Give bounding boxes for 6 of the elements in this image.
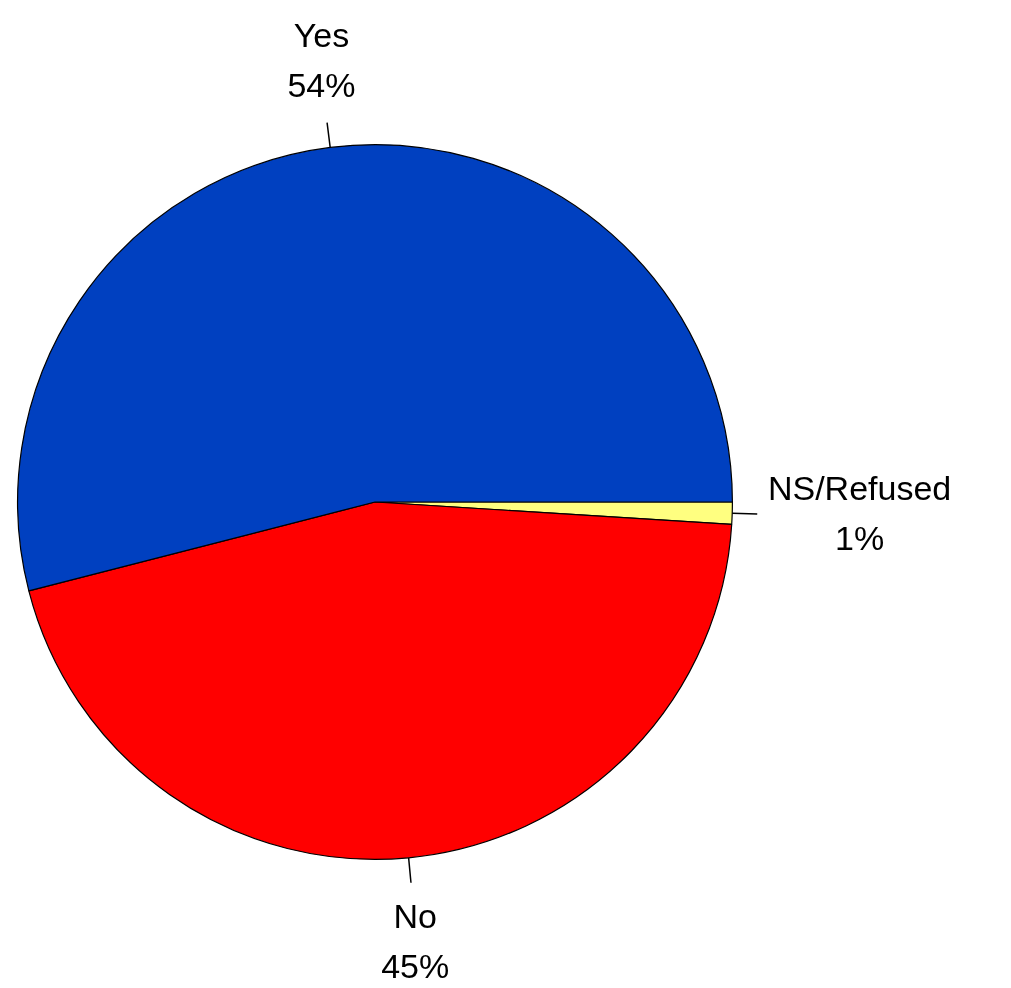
data-label: 1% — [834, 519, 885, 558]
slice-label: NS/Refused — [767, 469, 952, 508]
data-label: 45% — [381, 946, 450, 985]
slice-label: No — [393, 896, 437, 935]
data-label: 54% — [287, 65, 356, 104]
slice-label: Yes — [293, 15, 350, 54]
